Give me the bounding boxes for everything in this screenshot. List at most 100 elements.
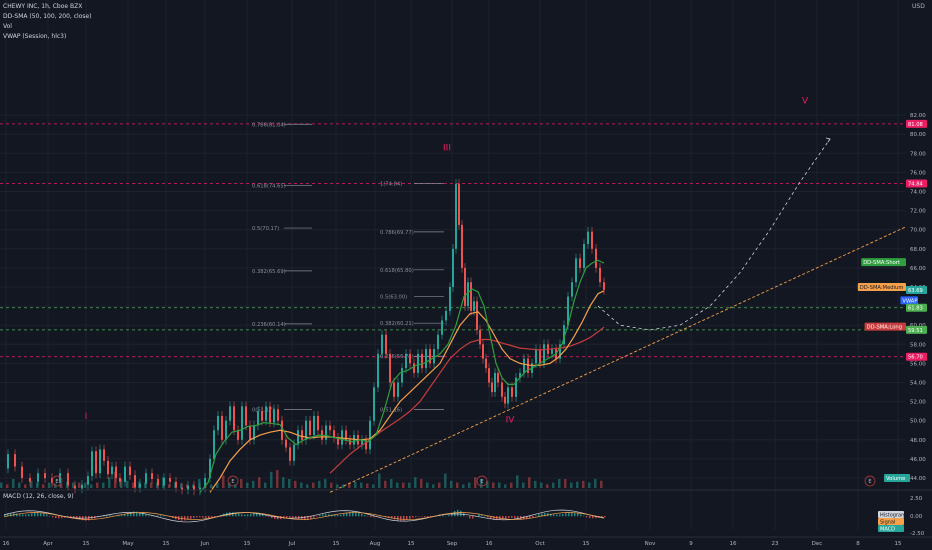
y-tick-label: 46.00	[910, 457, 926, 463]
macd-histogram-bar	[274, 516, 276, 519]
candle-body	[409, 353, 411, 364]
candle-body	[7, 454, 9, 469]
volume-bar	[450, 480, 453, 488]
candle-body	[458, 183, 460, 225]
candle-body	[527, 358, 529, 373]
earnings-marker	[864, 475, 876, 487]
macd-histogram-bar	[403, 516, 405, 521]
volume-bar	[360, 482, 363, 488]
price-tag: 56.70	[908, 355, 923, 361]
macd-histogram-bar	[61, 516, 63, 519]
macd-histogram-bar	[343, 513, 345, 517]
legend-sma[interactable]: DD-SMA (50, 100, 200, close)	[3, 13, 92, 20]
fib-label-left: 0.236(60.14)	[252, 322, 286, 328]
candle-body	[293, 444, 295, 461]
candle-body	[488, 368, 490, 383]
candle-body	[181, 487, 183, 490]
macd-histogram-bar	[325, 513, 327, 517]
candle-body	[175, 481, 177, 488]
macd-histogram-bar	[160, 515, 162, 517]
macd-histogram-bar	[487, 516, 489, 518]
candle-body	[425, 349, 427, 369]
volume-bar	[318, 480, 321, 488]
macd-histogram-bar	[124, 513, 126, 517]
macd-histogram-bar	[214, 516, 216, 518]
wave-label: IV	[506, 416, 516, 426]
legend-macd[interactable]: MACD (12, 26, close, 9)	[3, 493, 74, 500]
candle-body	[67, 473, 69, 486]
y-tick-label: 82.00	[910, 113, 926, 119]
fib-label-right: 0.5(63.00)	[380, 295, 407, 301]
macd-histogram-bar	[277, 516, 279, 520]
macd-histogram-bar	[10, 512, 12, 517]
candle-body	[325, 425, 327, 440]
candle-body	[405, 353, 407, 369]
sma-medium-line	[209, 290, 605, 493]
candle-body	[37, 473, 39, 482]
macd-histogram-bar	[496, 516, 498, 521]
macd-histogram-bar	[46, 514, 48, 517]
fib-label-right: 0.382(60.21)	[380, 321, 414, 327]
candle-body	[341, 430, 343, 445]
chart-legend: CHEWY INC, 1h, Cboe BZX DD-SMA (50, 100,…	[3, 2, 92, 42]
macd-histogram-bar	[349, 512, 351, 517]
legend-vol[interactable]: Vol	[3, 23, 12, 30]
candle-body	[209, 458, 211, 478]
candle-body	[485, 358, 487, 369]
volume-tag-bg	[884, 474, 910, 482]
volume-bar	[390, 479, 393, 488]
candle-body	[115, 466, 117, 478]
x-tick-label: Apr	[43, 541, 53, 547]
volume-bar	[468, 482, 471, 488]
earnings-marker-label: E	[480, 479, 483, 485]
macd-histogram-bar	[295, 516, 297, 519]
volume-bar	[240, 479, 243, 488]
x-tick-label: Nov	[645, 541, 656, 547]
macd-histogram-bar	[568, 512, 570, 517]
y-tick-label: 54.00	[910, 381, 926, 387]
candle-body	[187, 485, 189, 490]
candle-body	[329, 425, 331, 431]
candle-body	[563, 325, 565, 345]
volume-bar	[306, 484, 309, 488]
volume-bar	[120, 479, 123, 488]
macd-histogram-bar	[7, 513, 9, 517]
macd-histogram-bar	[595, 516, 597, 519]
legend-vwap[interactable]: VWAP (Session, hlc3)	[3, 33, 67, 40]
volume-bar	[72, 482, 75, 488]
macd-histogram-bar	[109, 515, 111, 517]
macd-histogram-bar	[589, 516, 591, 519]
macd-tag: Signal	[880, 520, 895, 526]
volume-bar	[276, 470, 279, 488]
candle-body	[213, 430, 215, 459]
candle-body	[305, 420, 307, 440]
macd-histogram-bar	[427, 516, 429, 518]
macd-histogram-bar	[190, 516, 192, 519]
volume-bar	[504, 484, 507, 488]
x-tick-label: 16	[3, 541, 10, 547]
candle-body	[369, 420, 371, 450]
volume-bar	[216, 482, 219, 488]
macd-histogram-bar	[19, 514, 21, 517]
macd-histogram-bar	[364, 515, 366, 517]
candle-body	[377, 353, 379, 388]
candle-body	[429, 349, 431, 364]
volume-bar	[462, 484, 465, 488]
candle-body	[393, 382, 395, 397]
candle-body	[119, 478, 121, 482]
x-tick-label: 15	[83, 541, 90, 547]
earnings-marker	[51, 475, 63, 487]
x-tick-label: 16	[730, 541, 737, 547]
volume-bar	[582, 480, 585, 488]
macd-histogram-bar	[481, 514, 483, 517]
volume-bar	[60, 484, 63, 488]
macd-histogram-bar	[502, 516, 504, 520]
candle-body	[199, 487, 201, 491]
macd-histogram-bar	[472, 516, 474, 519]
candle-body	[257, 411, 259, 426]
fib-label-left: 0.382(65.69)	[252, 269, 286, 275]
candle-body	[441, 320, 443, 335]
candle-body	[221, 415, 223, 440]
macd-histogram-bar	[310, 516, 312, 520]
